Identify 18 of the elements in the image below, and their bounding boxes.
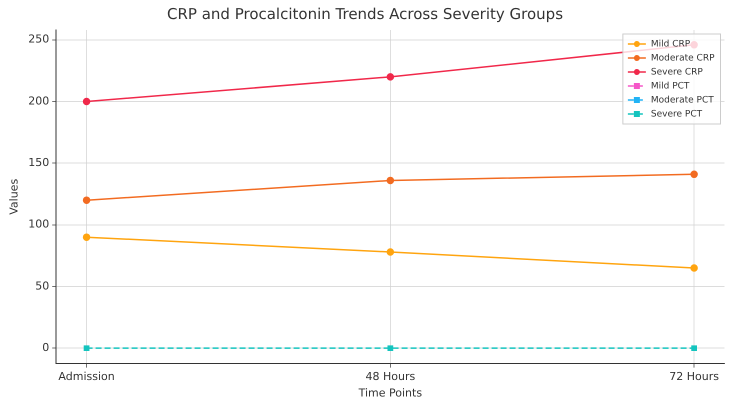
x-tick-label: 72 Hours [669, 370, 720, 384]
legend-label: Moderate PCT [650, 95, 714, 106]
y-tick-label: 50 [35, 279, 50, 292]
x-tick-label: 48 Hours [365, 370, 416, 384]
legend-label: Severe PCT [650, 109, 703, 120]
legend-label: Severe CRP [650, 67, 704, 78]
legend-label: Mild CRP [650, 39, 691, 50]
chart-title: CRP and Procalcitonin Trends Across Severity Groups [166, 4, 564, 23]
y-axis-title: Values [7, 178, 20, 215]
y-tick-label: 0 [42, 341, 50, 354]
y-tick-label: 200 [28, 94, 50, 108]
legend-label: Mild PCT [650, 81, 690, 92]
y-tick-label: 250 [28, 32, 50, 46]
x-tick-label: Admission [58, 370, 115, 384]
legend-label: Moderate CRP [650, 53, 716, 64]
y-tick-label: 150 [28, 156, 50, 170]
x-axis-title: Time Points [358, 386, 422, 400]
y-tick-label: 100 [28, 218, 50, 231]
